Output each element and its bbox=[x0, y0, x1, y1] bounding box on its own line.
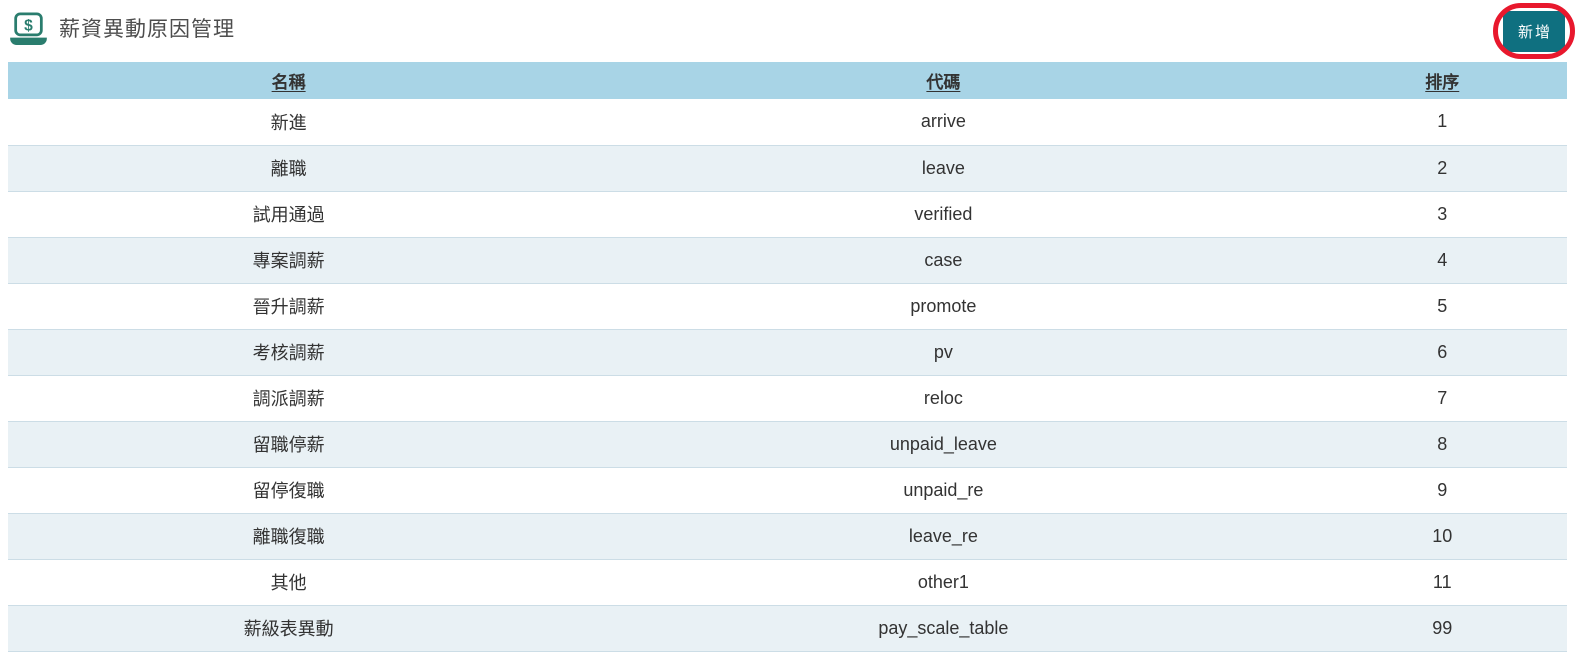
cell-code: pv bbox=[569, 329, 1318, 376]
cell-code: arrive bbox=[569, 99, 1318, 146]
cell-name: 其他 bbox=[8, 559, 570, 606]
cell-sort: 6 bbox=[1317, 329, 1567, 376]
cell-sort: 3 bbox=[1317, 191, 1567, 238]
cell-sort: 5 bbox=[1317, 283, 1567, 330]
table-row: 其他 other1 11 bbox=[8, 559, 1567, 606]
sort-link-sort[interactable]: 排序 bbox=[1425, 73, 1460, 92]
cell-code: leave_re bbox=[569, 513, 1318, 560]
salary-laptop-icon: $ bbox=[8, 12, 49, 50]
table-row: 留停復職 unpaid_re 9 bbox=[8, 467, 1567, 514]
cell-name: 留職停薪 bbox=[8, 421, 570, 468]
table-body: 新進 arrive 1 離職 leave 2 試用通過 verified 3 專案調薪 case 4 晉… bbox=[8, 99, 1567, 652]
cell-sort: 7 bbox=[1317, 375, 1567, 422]
cell-code: pay_scale_table bbox=[569, 605, 1318, 652]
cell-sort: 99 bbox=[1317, 605, 1567, 652]
cell-sort: 10 bbox=[1317, 513, 1567, 560]
cell-name: 調派調薪 bbox=[8, 375, 570, 422]
table-row: 考核調薪 pv 6 bbox=[8, 329, 1567, 376]
cell-sort: 2 bbox=[1317, 145, 1567, 192]
table-row: 新進 arrive 1 bbox=[8, 99, 1567, 146]
page-header: $ 薪資異動原因管理 新增 bbox=[0, 0, 1579, 62]
cell-code: unpaid_re bbox=[569, 467, 1318, 514]
cell-name: 新進 bbox=[8, 99, 570, 146]
sort-link-name[interactable]: 名稱 bbox=[271, 73, 306, 92]
table-row: 薪級表異動 pay_scale_table 99 bbox=[8, 605, 1567, 652]
cell-code: unpaid_leave bbox=[569, 421, 1318, 468]
table-row: 試用通過 verified 3 bbox=[8, 191, 1567, 238]
add-button[interactable]: 新增 bbox=[1502, 11, 1565, 52]
cell-sort: 4 bbox=[1317, 237, 1567, 284]
table-row: 專案調薪 case 4 bbox=[8, 237, 1567, 284]
column-header-code: 代碼 bbox=[569, 62, 1318, 99]
cell-name: 專案調薪 bbox=[8, 237, 570, 284]
cell-name: 試用通過 bbox=[8, 191, 570, 238]
cell-name: 考核調薪 bbox=[8, 329, 570, 376]
cell-name: 離職復職 bbox=[8, 513, 570, 560]
cell-code: promote bbox=[569, 283, 1318, 330]
cell-code: reloc bbox=[569, 375, 1318, 422]
cell-name: 留停復職 bbox=[8, 467, 570, 514]
table-row: 晉升調薪 promote 5 bbox=[8, 283, 1567, 330]
cell-code: leave bbox=[569, 145, 1318, 192]
cell-name: 晉升調薪 bbox=[8, 283, 570, 330]
column-header-name: 名稱 bbox=[8, 62, 570, 99]
table-row: 離職復職 leave_re 10 bbox=[8, 513, 1567, 560]
salary-change-reason-table: 名稱 代碼 排序 新進 arrive 1 離職 leave 2 試用通過 verified 3 專… bbox=[8, 62, 1567, 652]
cell-name: 離職 bbox=[8, 145, 570, 192]
cell-code: other1 bbox=[569, 559, 1318, 606]
cell-code: case bbox=[569, 237, 1318, 284]
cell-sort: 11 bbox=[1317, 559, 1567, 606]
table-header: 名稱 代碼 排序 bbox=[8, 62, 1567, 99]
cell-sort: 9 bbox=[1317, 467, 1567, 514]
svg-text:$: $ bbox=[24, 17, 33, 34]
column-header-sort: 排序 bbox=[1317, 62, 1567, 99]
sort-link-code[interactable]: 代碼 bbox=[926, 73, 961, 92]
cell-sort: 8 bbox=[1317, 421, 1567, 468]
add-button-wrap: 新增 bbox=[1492, 3, 1575, 59]
cell-name: 薪級表異動 bbox=[8, 605, 570, 652]
cell-sort: 1 bbox=[1317, 99, 1567, 146]
table-row: 調派調薪 reloc 7 bbox=[8, 375, 1567, 422]
cell-code: verified bbox=[569, 191, 1318, 238]
table-row: 留職停薪 unpaid_leave 8 bbox=[8, 421, 1567, 468]
table-header-row: 名稱 代碼 排序 bbox=[8, 62, 1567, 99]
table-row: 離職 leave 2 bbox=[8, 145, 1567, 192]
page-title: 薪資異動原因管理 bbox=[59, 18, 235, 41]
